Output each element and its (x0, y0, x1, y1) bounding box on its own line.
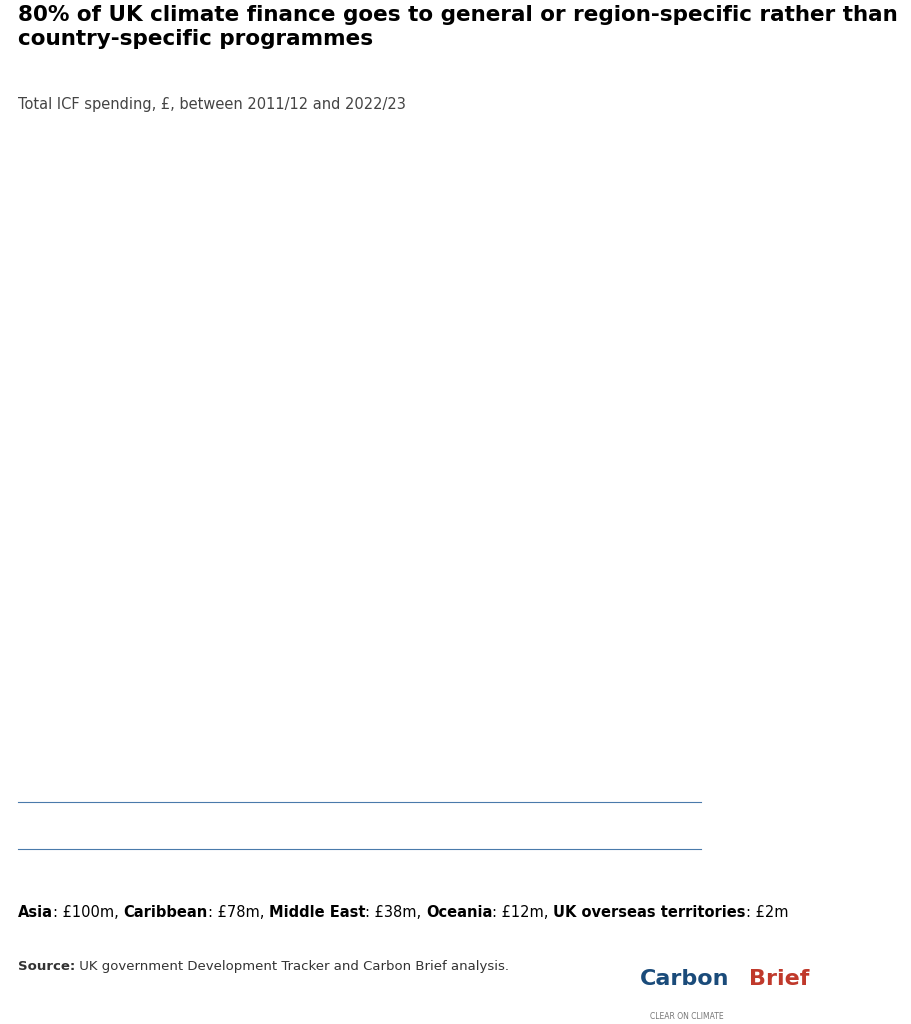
Text: £217m: £217m (621, 865, 680, 880)
Text: Middle East: Middle East (269, 905, 365, 920)
Text: : £12m,: : £12m, (492, 905, 553, 920)
Text: Carbon: Carbon (640, 969, 729, 989)
Text: : £2m: : £2m (745, 905, 788, 920)
Text: : £78m,: : £78m, (208, 905, 269, 920)
Text: CLEAR ON CLIMATE: CLEAR ON CLIMATE (650, 1012, 723, 1021)
Text: Africa: Africa (28, 818, 78, 833)
Text: Asia: Asia (18, 905, 53, 920)
Text: UK government Development Tracker and Carbon Brief analysis.: UK government Development Tracker and Ca… (76, 961, 509, 973)
Text: Caribbean: Caribbean (124, 905, 208, 920)
Text: Total ICF spending, £, between 2011/12 and 2022/23: Total ICF spending, £, between 2011/12 a… (18, 97, 405, 113)
Text: £2.5bn: £2.5bn (745, 750, 848, 775)
Text: £596m: £596m (621, 818, 680, 833)
Text: Developed countries, grouped: Developed countries, grouped (36, 155, 485, 181)
Text: 80% of UK climate finance goes to general or region-specific rather than
country: 80% of UK climate finance goes to genera… (18, 5, 897, 49)
Text: Source:: Source: (18, 961, 76, 973)
Text: Single
countries: Single countries (727, 178, 866, 236)
Text: £8.9bn: £8.9bn (578, 759, 680, 785)
Text: South America: South America (28, 865, 154, 880)
Text: UK overseas territories: UK overseas territories (553, 905, 745, 920)
Text: : £100m,: : £100m, (53, 905, 124, 920)
Text: Brief: Brief (749, 969, 809, 989)
Text: Oceania: Oceania (425, 905, 492, 920)
Text: : £38m,: : £38m, (365, 905, 425, 920)
